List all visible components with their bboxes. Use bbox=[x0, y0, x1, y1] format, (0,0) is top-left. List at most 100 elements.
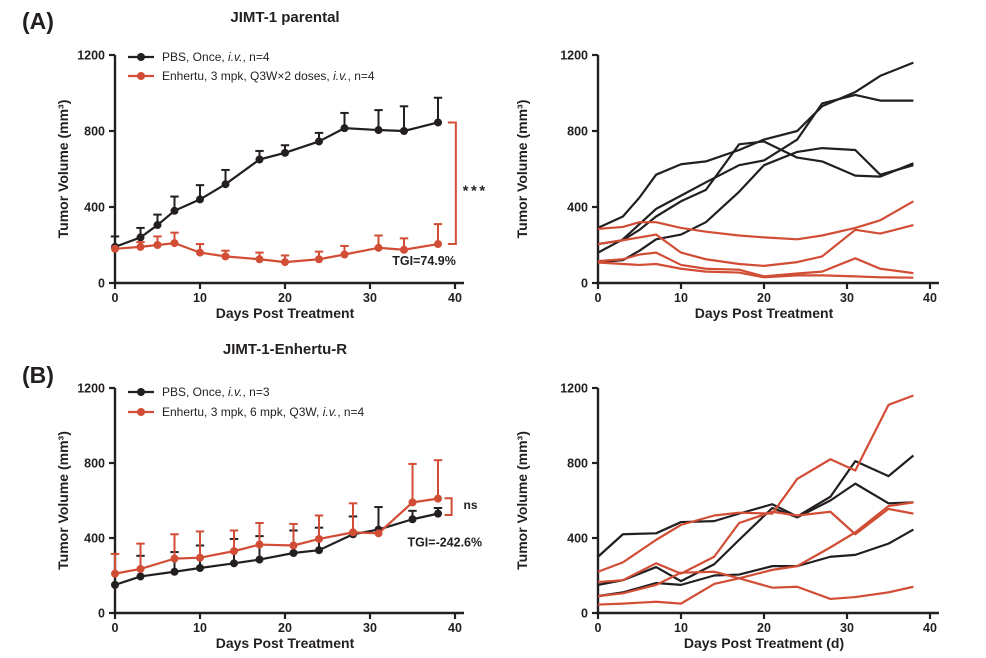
data-point bbox=[315, 255, 323, 264]
y-tick-label: 1200 bbox=[560, 49, 588, 63]
series-line bbox=[597, 394, 914, 573]
data-point bbox=[408, 498, 417, 507]
y-tick-label: 0 bbox=[581, 607, 588, 621]
legend-marker-dot bbox=[137, 72, 145, 80]
series-PBS-mouse-2 bbox=[597, 482, 914, 586]
x-tick-label: 40 bbox=[923, 291, 937, 305]
series-Enhertu-mouse-1 bbox=[597, 200, 914, 241]
chart-jimt1-parental-mean: JIMT-1 parental 0 400 800 1200 Tumor Volume (… bbox=[0, 0, 500, 335]
series-line bbox=[597, 507, 914, 584]
chart-jimt1-parental-individual: 0 400 800 1200 Tumor Volume (mm³) 0 10 20 30 40 Da… bbox=[500, 0, 986, 335]
series-line bbox=[597, 93, 914, 254]
data-point bbox=[136, 572, 145, 581]
data-point bbox=[111, 580, 119, 589]
svg-text:***: *** bbox=[463, 183, 488, 200]
y-tick-label: 800 bbox=[84, 125, 105, 139]
x-tick-label: 30 bbox=[840, 621, 854, 635]
series-line bbox=[114, 121, 439, 248]
annotation-text: *** bbox=[463, 183, 488, 200]
data-point bbox=[170, 554, 179, 563]
y-axis-label: Tumor Volume (mm³) bbox=[55, 100, 71, 239]
x-tick-label: 40 bbox=[923, 621, 937, 635]
y-tick-label: 800 bbox=[84, 457, 105, 471]
series-Enhertu-mouse-3 bbox=[597, 501, 914, 598]
y-axis: 0 400 800 1200 Tumor Volume (mm³) bbox=[55, 49, 117, 291]
y-axis-label: Tumor Volume (mm³) bbox=[55, 431, 71, 570]
series-line bbox=[114, 242, 439, 264]
data-point bbox=[221, 252, 230, 261]
x-tick-label: 30 bbox=[363, 291, 377, 305]
series-Enhertu-mouse-4 bbox=[597, 577, 914, 606]
series-line bbox=[597, 251, 914, 278]
data-point bbox=[153, 221, 162, 230]
chart-svg-b_ind: 0 400 800 1200 Tumor Volume (mm³) 0 10 20 30 40 Da… bbox=[514, 382, 939, 651]
y-tick-label: 1200 bbox=[77, 49, 105, 63]
x-tick-label: 20 bbox=[278, 621, 292, 635]
x-tick-label: 10 bbox=[193, 291, 207, 305]
y-tick-label: 400 bbox=[84, 201, 105, 215]
series-line bbox=[597, 200, 914, 241]
data-point bbox=[255, 155, 264, 164]
x-axis: 0 10 20 30 40 Days Post Treatment bbox=[112, 281, 464, 321]
x-tick-label: 10 bbox=[674, 621, 688, 635]
data-point bbox=[289, 549, 298, 557]
series-line bbox=[597, 147, 914, 264]
data-point bbox=[111, 244, 119, 253]
x-tick-label: 0 bbox=[112, 621, 119, 635]
y-axis: 0 400 800 1200 Tumor Volume (mm³) bbox=[514, 382, 600, 621]
data-point bbox=[315, 546, 323, 555]
data-point bbox=[315, 534, 323, 543]
series-line bbox=[597, 140, 914, 246]
data-point bbox=[434, 118, 442, 127]
y-tick-label: 0 bbox=[581, 277, 588, 291]
x-tick-label: 30 bbox=[840, 291, 854, 305]
x-tick-label: 20 bbox=[278, 291, 292, 305]
data-point bbox=[170, 239, 179, 248]
series-Enhertu-mouse-4 bbox=[597, 261, 914, 279]
series-Enhertu-mouse-3 bbox=[597, 251, 914, 278]
x-tick-label: 0 bbox=[112, 291, 119, 305]
series-Enhertu-mouse-1 bbox=[597, 394, 914, 573]
svg-text:ns: ns bbox=[464, 498, 478, 512]
x-tick-label: 0 bbox=[595, 291, 602, 305]
series-line bbox=[597, 482, 914, 586]
y-tick-label: 0 bbox=[98, 607, 105, 621]
series-PBS-mouse-2 bbox=[597, 93, 914, 254]
x-tick-label: 20 bbox=[757, 621, 771, 635]
y-tick-label: 800 bbox=[567, 125, 588, 139]
annotation-bracket bbox=[444, 497, 453, 516]
data-point bbox=[111, 569, 119, 578]
data-point bbox=[255, 255, 264, 264]
x-tick-label: 40 bbox=[448, 621, 462, 635]
series-PBS-mouse-1 bbox=[597, 454, 915, 558]
y-axis-label: Tumor Volume (mm³) bbox=[514, 100, 530, 239]
annotation-text: TGI=74.9% bbox=[392, 254, 456, 268]
x-tick-label: 10 bbox=[193, 621, 207, 635]
x-axis: 0 10 20 30 40 Days Post Treatment bbox=[112, 611, 464, 651]
legend-label: PBS, Once, i.v., n=4 bbox=[162, 50, 270, 64]
data-point bbox=[196, 564, 204, 572]
chart-jimt1-enhertu-r-individual: 0 400 800 1200 Tumor Volume (mm³) 0 10 20 30 40 Da… bbox=[500, 330, 986, 658]
panel-b-label: (B) bbox=[22, 362, 54, 388]
series-PBS-mouse-4 bbox=[597, 147, 914, 264]
data-point bbox=[230, 559, 238, 568]
data-point bbox=[374, 126, 383, 135]
data-point bbox=[434, 240, 442, 249]
series-line bbox=[597, 501, 914, 598]
data-point bbox=[340, 250, 349, 259]
x-axis: 0 10 20 30 40 Days Post Treatment bbox=[595, 281, 939, 321]
x-axis-label: Days Post Treatment bbox=[216, 305, 355, 321]
y-tick-label: 1200 bbox=[77, 382, 105, 396]
data-point bbox=[289, 541, 298, 550]
data-point bbox=[374, 529, 383, 538]
x-tick-label: 10 bbox=[674, 291, 688, 305]
x-axis: 0 10 20 30 40 Days Post Treatment (d) bbox=[595, 611, 939, 651]
annotation-bracket bbox=[447, 121, 457, 246]
series-line bbox=[597, 454, 915, 558]
x-tick-label: 0 bbox=[595, 621, 602, 635]
data-point bbox=[255, 555, 264, 564]
data-point bbox=[408, 515, 417, 524]
data-point bbox=[196, 195, 204, 204]
chart-title: JIMT-1 parental bbox=[230, 9, 339, 26]
data-point bbox=[136, 242, 145, 251]
